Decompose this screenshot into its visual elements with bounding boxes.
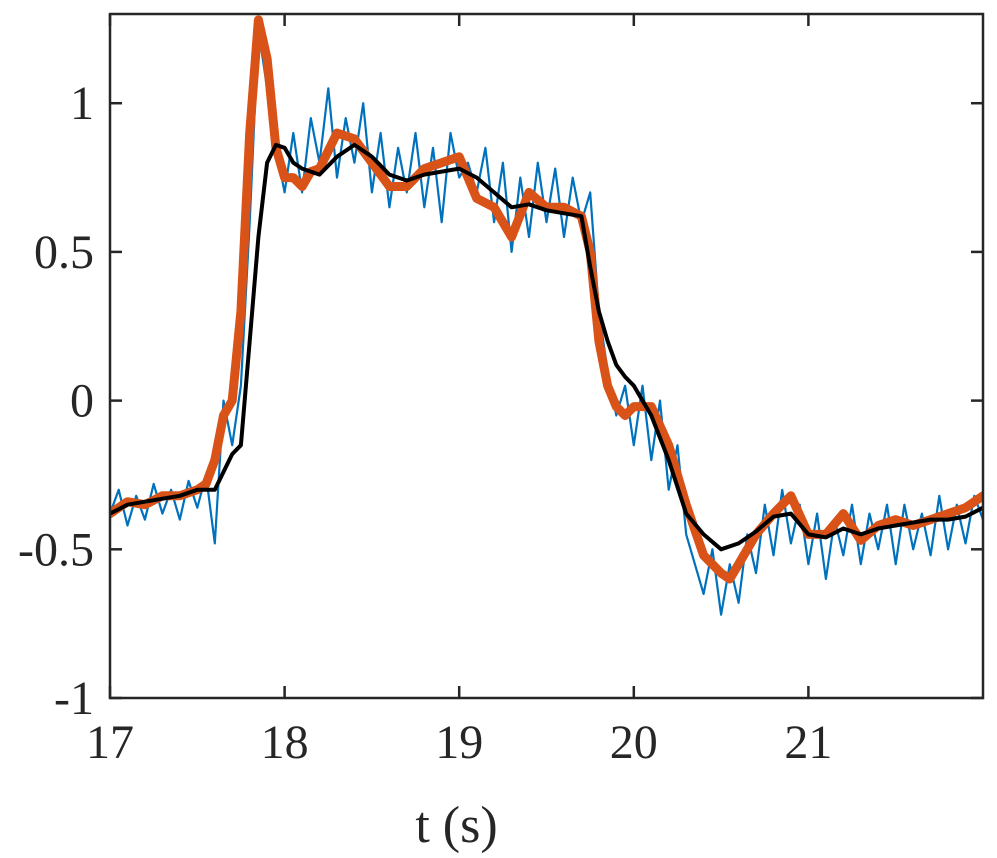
x-axis-ticks: 17 18 19 20 21 [86,14,832,769]
y-tick-label: 0.5 [34,226,94,279]
x-tick-label: 21 [784,716,832,769]
y-tick-label: 1 [70,77,94,130]
y-tick-label: 0 [70,375,94,428]
x-tick-label: 17 [86,716,134,769]
x-axis-title: t (s) [415,797,497,854]
plot-frame [108,12,985,700]
x-tick-label: 18 [261,716,309,769]
y-axis-ticks: -1 -0.5 0 0.5 1 [18,77,983,725]
x-tick-label: 19 [435,716,483,769]
series-layer [110,15,983,616]
y-tick-label: -0.5 [18,523,94,576]
y-tick-label: -1 [54,672,94,725]
series-line-3 [110,142,983,552]
plot-background [110,14,983,698]
x-tick-label: 20 [610,716,658,769]
